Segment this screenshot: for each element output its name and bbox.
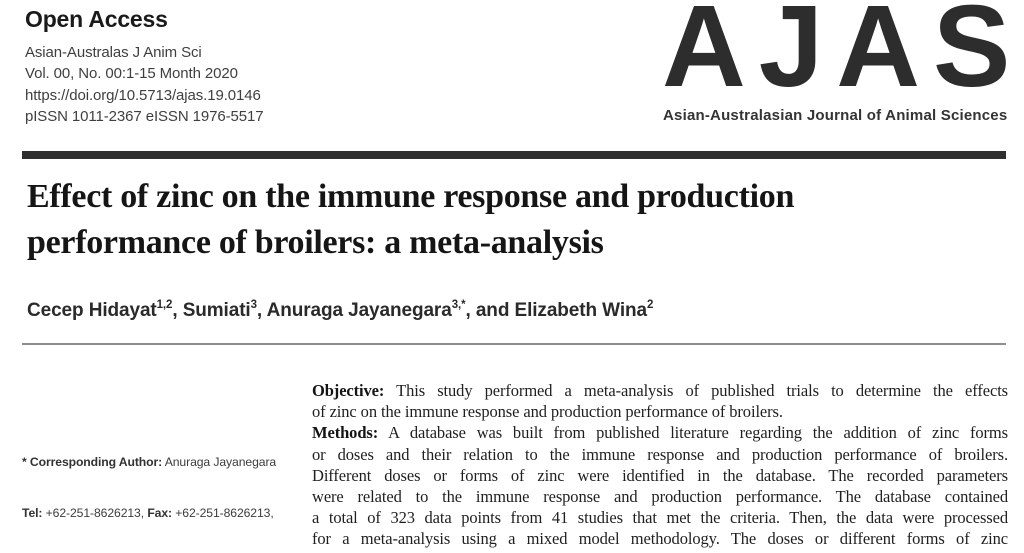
abstract-section-label: Objective: [312,381,385,400]
author-name: Sumiati [182,300,251,321]
left-metadata-column: * Corresponding Author: Anuraga Jayanega… [22,385,307,553]
abstract-block: Objective: This study performed a meta-a… [312,380,1008,550]
author-list: Cecep Hidayat1,2, Sumiati3, Anuraga Jaya… [27,298,654,322]
article-title-line-2: performance of broilers: a meta-analysis [27,224,604,261]
abstract-line: were related to the immune response and … [312,487,1008,507]
tel-value: +62-251-8626213, [42,506,148,521]
abstract-line: of zinc on the immune response and produ… [312,402,783,422]
author-affiliation-marker: 3 [250,298,257,311]
author-separator: , [256,300,267,321]
corresponding-author-name: Anuraga Jayanegara [162,454,277,469]
header-divider-rule [22,151,1006,159]
open-access-label: Open Access [25,6,168,32]
abstract-line: a total of 323 data points from 41 studi… [312,508,1008,528]
author-name: Elizabeth Wina [514,300,648,321]
corresponding-author-label: * Corresponding Author: [22,454,163,469]
abstract-line: or doses and their relation to the immun… [312,444,1008,464]
abstract-line: for a meta-analysis using a mixed model … [312,529,1008,549]
abstract-line: Different doses or forms of zinc were id… [312,465,1008,485]
author-name: Anuraga Jayanegara [266,300,452,321]
author-separator: , [172,300,183,321]
author-affiliation-marker: 1,2 [156,298,173,311]
abstract-section-label: Methods: [312,423,379,443]
corresponding-author-line: * Corresponding Author: Anuraga Jayanega… [22,454,307,471]
article-title: Effect of zinc on the immune response an… [27,174,794,266]
journal-full-name: Asian-Australasian Journal of Animal Sci… [663,107,1008,124]
author-affiliation-marker: 2 [647,298,654,311]
tel-fax-line: Tel: +62-251-8626213, Fax: +62-251-86262… [22,505,307,522]
issn-line: pISSN 1011-2367 eISSN 1976-5517 [25,108,264,126]
author-separator: , and [465,300,515,321]
abstract-line: Methods: A database was built from publi… [312,423,1008,443]
journal-abbreviation: Asian-Australas J Anim Sci [25,44,202,61]
fax-value: +62-251-8626213, [171,506,274,521]
author-affiliation-marker: 3,* [451,298,466,311]
abstract-line: Objective: This study performed a meta-a… [312,381,1008,400]
doi-line: https://doi.org/10.5713/ajas.19.0146 [25,86,261,104]
article-title-line-1: Effect of zinc on the immune response an… [27,178,795,215]
corresponding-author-block: * Corresponding Author: Anuraga Jayanega… [22,419,307,553]
tel-label: Tel: [22,506,43,521]
header-left-block: Open Access Asian-Australas J Anim Sci V… [25,6,264,128]
authors-divider-rule [22,343,1006,345]
volume-issue-line: Vol. 00, No. 00:1-15 Month 2020 [25,65,238,83]
ajas-wordmark: AJAS [662,0,1024,111]
fax-label: Fax: [147,506,172,521]
author-name: Cecep Hidayat [27,300,157,321]
